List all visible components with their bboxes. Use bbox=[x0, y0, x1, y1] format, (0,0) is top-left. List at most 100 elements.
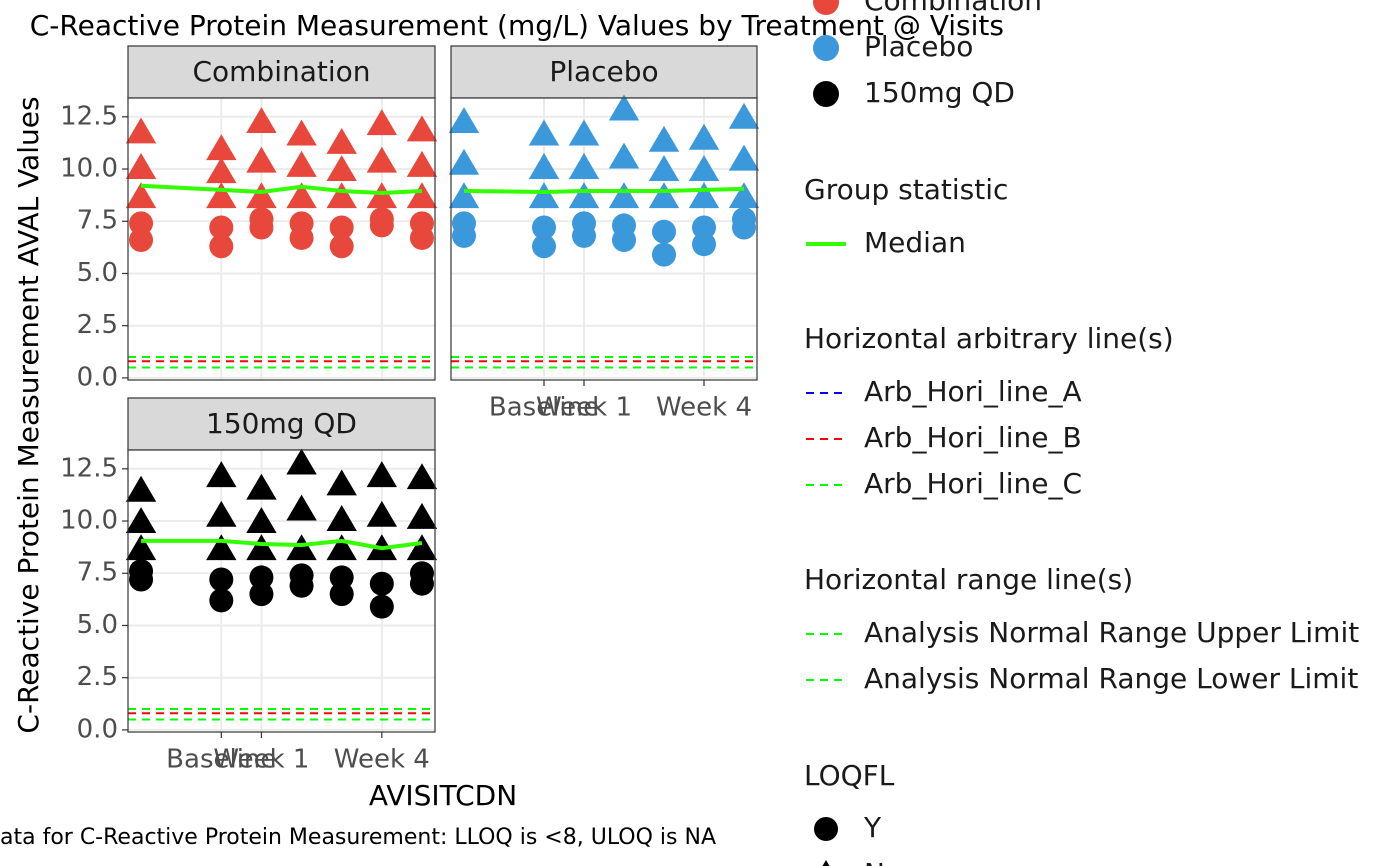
point bbox=[329, 582, 354, 607]
point bbox=[246, 473, 277, 500]
point bbox=[568, 182, 600, 209]
point bbox=[728, 144, 760, 171]
strip bbox=[127, 45, 436, 99]
point bbox=[286, 182, 317, 209]
point bbox=[206, 157, 237, 184]
legend-key bbox=[813, 0, 839, 15]
point bbox=[568, 153, 600, 179]
panel-border bbox=[127, 97, 436, 381]
point bbox=[286, 448, 317, 475]
strip-label: Placebo bbox=[549, 55, 658, 88]
point bbox=[125, 117, 157, 144]
point bbox=[206, 461, 237, 488]
point bbox=[129, 228, 154, 253]
y-tick-label: 12.5 bbox=[60, 453, 118, 483]
point bbox=[289, 211, 314, 236]
point bbox=[125, 153, 157, 179]
y-tick-label: 2.5 bbox=[77, 662, 118, 692]
point bbox=[406, 534, 438, 561]
legend-label: N bbox=[864, 857, 885, 866]
point bbox=[652, 219, 676, 244]
point bbox=[209, 234, 234, 259]
legend-title: Group statistic bbox=[804, 173, 1008, 206]
y-tick-label: 0.0 bbox=[77, 714, 118, 744]
legend-label: Median bbox=[864, 226, 966, 259]
point bbox=[286, 494, 317, 521]
point bbox=[732, 207, 756, 232]
point bbox=[528, 182, 560, 209]
point bbox=[648, 182, 680, 209]
point bbox=[572, 211, 596, 236]
point bbox=[366, 146, 398, 173]
point bbox=[129, 559, 154, 584]
point bbox=[366, 182, 398, 209]
legend-key bbox=[822, 860, 830, 866]
point bbox=[406, 463, 438, 490]
point bbox=[448, 148, 480, 175]
panel-border bbox=[450, 97, 758, 381]
legend-key bbox=[813, 81, 839, 107]
point bbox=[206, 534, 237, 561]
point bbox=[206, 182, 237, 209]
point bbox=[568, 119, 600, 146]
point bbox=[532, 234, 556, 259]
point bbox=[728, 102, 760, 129]
y-tick-label: 10.0 bbox=[60, 506, 118, 536]
point bbox=[406, 502, 438, 529]
point bbox=[249, 207, 274, 232]
point bbox=[246, 146, 277, 173]
point bbox=[329, 565, 354, 590]
point bbox=[246, 182, 277, 209]
point bbox=[249, 582, 274, 607]
legend-label: 150mg QD bbox=[864, 76, 1015, 109]
y-tick-label: 12.5 bbox=[60, 101, 118, 131]
point bbox=[452, 211, 476, 236]
strip-label: 150mg QD bbox=[206, 407, 357, 440]
point bbox=[326, 155, 357, 182]
point bbox=[249, 565, 274, 590]
median-line bbox=[140, 183, 423, 196]
strip-label: Combination bbox=[192, 55, 370, 88]
point bbox=[129, 211, 154, 236]
y-tick-label: 7.5 bbox=[77, 206, 118, 236]
point bbox=[246, 507, 277, 534]
point bbox=[448, 107, 480, 133]
point bbox=[612, 213, 636, 238]
point bbox=[692, 215, 716, 240]
point bbox=[406, 150, 438, 177]
legend-title: Horizontal range line(s) bbox=[804, 563, 1133, 596]
x-tick-label: Baseline bbox=[489, 393, 599, 423]
point bbox=[366, 500, 398, 527]
legend-label: Analysis Normal Range Lower Limit bbox=[864, 662, 1358, 695]
point bbox=[406, 115, 438, 142]
point bbox=[326, 182, 357, 209]
panel-background bbox=[128, 98, 435, 380]
point bbox=[125, 507, 157, 534]
point bbox=[688, 123, 720, 150]
point bbox=[652, 242, 676, 267]
strip bbox=[127, 397, 436, 451]
point bbox=[286, 534, 317, 561]
point bbox=[326, 469, 357, 496]
legend-label: Arb_Hori_line_B bbox=[864, 421, 1082, 454]
x-tick-label: Week 4 bbox=[334, 745, 430, 775]
point bbox=[369, 594, 394, 619]
legend-label: Placebo bbox=[864, 30, 973, 63]
y-tick-label: 10.0 bbox=[60, 154, 118, 184]
point bbox=[369, 571, 394, 596]
point bbox=[728, 182, 760, 209]
x-axis-label: AVISITCDN bbox=[369, 779, 517, 812]
point bbox=[688, 182, 720, 209]
point bbox=[409, 211, 434, 236]
x-tick-label: Baseline bbox=[166, 745, 276, 775]
point bbox=[366, 109, 398, 136]
point bbox=[286, 150, 317, 177]
legend-label: Arb_Hori_line_A bbox=[864, 375, 1082, 408]
y-tick-label: 7.5 bbox=[77, 558, 118, 588]
point bbox=[528, 119, 560, 146]
y-axis-label: C-Reactive Protein Measurement AVAL Valu… bbox=[12, 96, 45, 733]
point bbox=[209, 588, 234, 613]
legend-label: Y bbox=[863, 811, 882, 844]
